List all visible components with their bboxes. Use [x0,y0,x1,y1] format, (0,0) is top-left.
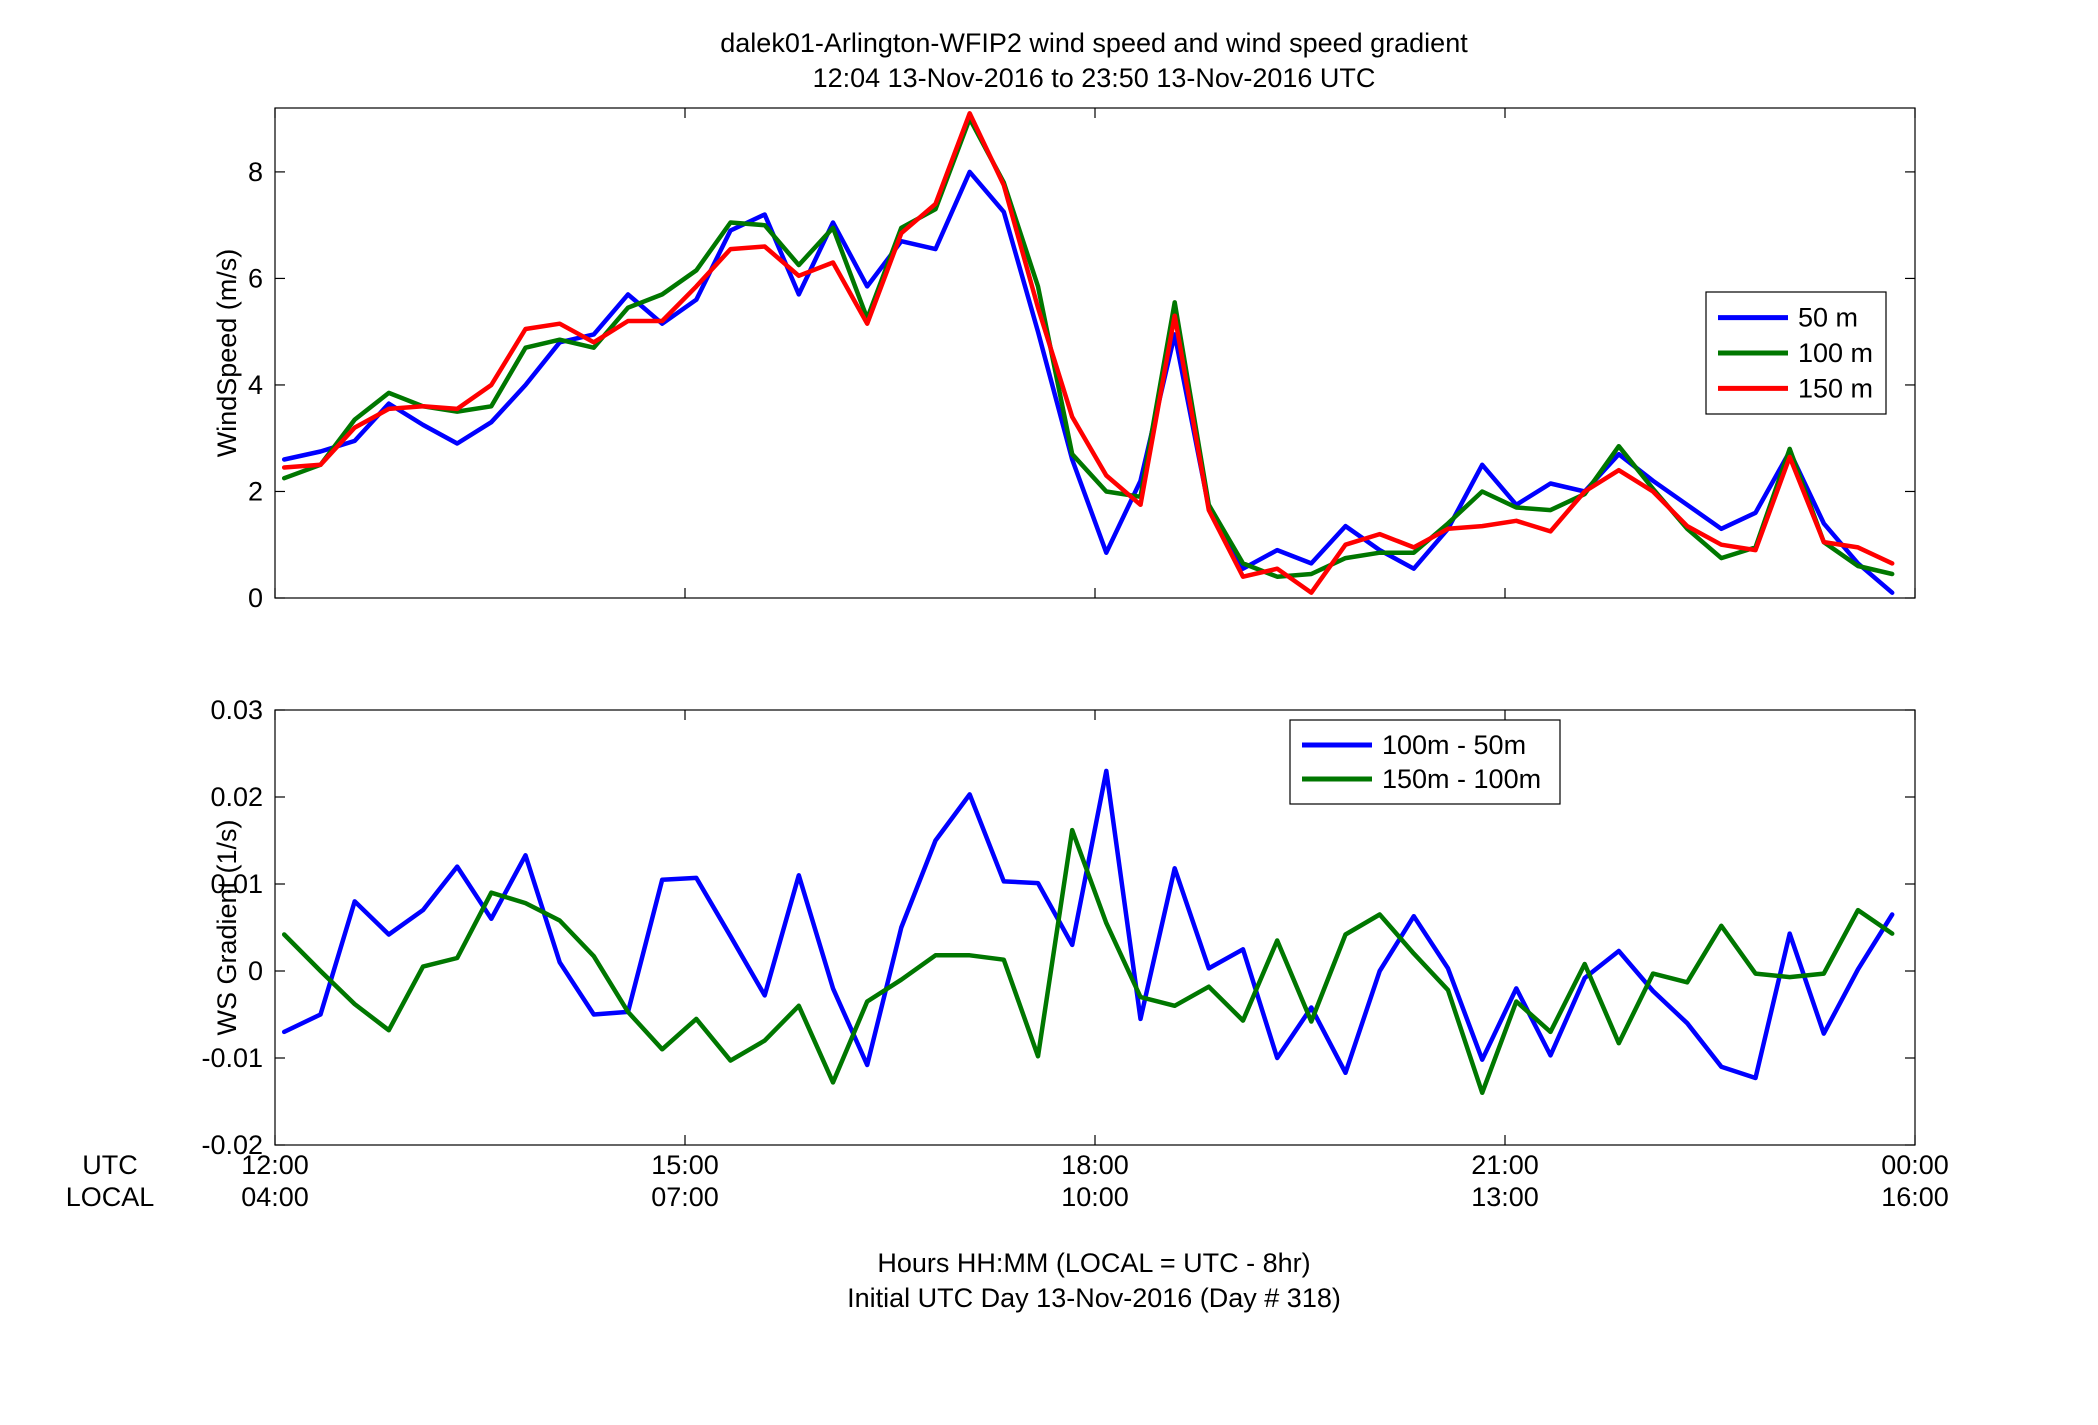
y-axis-label: WindSpeed (m/s) [212,249,242,458]
series-line-100m-50m [281,768,1895,1081]
y-tick-label: 0 [248,956,263,986]
series-line-50-m [281,169,1895,595]
figure-title-line-1: dalek01-Arlington-WFIP2 wind speed and w… [720,28,1468,58]
utc-row-label: UTC [82,1150,138,1180]
y-tick-label: 6 [248,263,263,293]
x-tick-label-utc: 15:00 [651,1150,719,1180]
y-tick-label: 8 [248,157,263,187]
y-tick-label: 0.03 [210,695,263,725]
legend-label: 150 m [1798,373,1873,403]
x-tick-label-local: 04:00 [241,1182,309,1212]
x-tick-label-local: 13:00 [1471,1182,1539,1212]
legend-label: 150m - 100m [1382,764,1541,794]
y-tick-label: 0.02 [210,782,263,812]
x-axis-label-line-1: Hours HH:MM (LOCAL = UTC - 8hr) [877,1248,1310,1278]
legend: 100m - 50m 150m - 100m [1289,719,1561,805]
figure-title-line-2: 12:04 13-Nov-2016 to 23:50 13-Nov-2016 U… [813,63,1376,93]
x-tick-label-utc: 00:00 [1881,1150,1949,1180]
legend: 50 m 100 m 150 m [1705,291,1887,415]
legend-box [1289,719,1561,805]
y-tick-label: -0.01 [201,1043,263,1073]
y-tick-label: 0 [248,583,263,613]
y-tick-label: -0.02 [201,1130,263,1160]
series-line-150m-100m [281,827,1895,1096]
x-tick-label-utc: 21:00 [1471,1150,1539,1180]
x-tick-label-utc: 12:00 [241,1150,309,1180]
local-row-label: LOCAL [66,1182,155,1212]
x-tick-label-local: 16:00 [1881,1182,1949,1212]
y-tick-label: 2 [248,476,263,506]
legend-label: 100 m [1798,338,1873,368]
wind-speed-gradient-panel: -0.02 -0.01 0 0.01 0.02 0.03 WS Gradient (1/s)… [201,695,1916,1160]
wind-speed-panel: 0 2 4 6 8 WindSpeed (m/s) 50 m 100 m 150 m [212,107,1916,613]
x-tick-label-local: 10:00 [1061,1182,1129,1212]
series-line-100-m [281,116,1895,579]
y-tick-label: 4 [248,370,263,400]
y-tick-label: 0.01 [210,869,263,899]
x-tick-label-local: 07:00 [651,1182,719,1212]
legend-label: 50 m [1798,303,1858,333]
series-line-150-m [281,111,1895,595]
x-tick-label-utc: 18:00 [1061,1150,1129,1180]
axes-box [274,709,1916,1146]
legend-label: 100m - 50m [1382,730,1526,760]
y-axis-label: WS Gradient (1/s) [212,819,242,1035]
x-axis-label-line-2: Initial UTC Day 13-Nov-2016 (Day # 318) [847,1283,1341,1313]
